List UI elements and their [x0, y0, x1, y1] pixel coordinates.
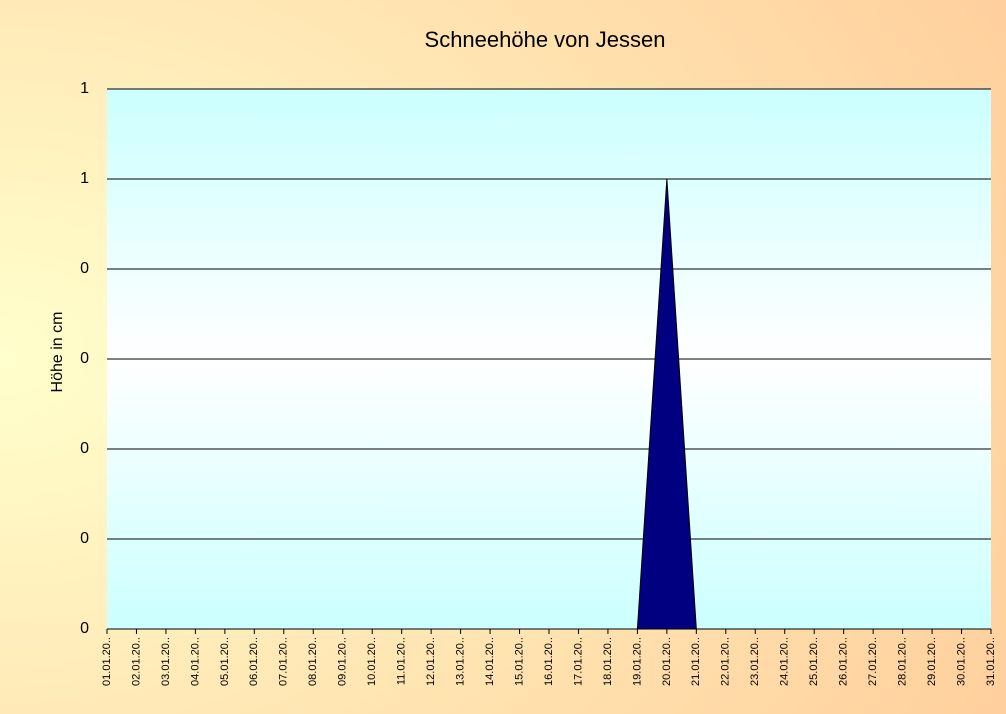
y-tick-label: 0	[80, 530, 89, 547]
x-tick-label: 14.01.20..	[484, 637, 496, 686]
x-tick-label: 25.01.20..	[808, 637, 820, 686]
y-tick-label: 0	[80, 260, 89, 277]
x-tick-label: 11.01.20..	[396, 637, 408, 685]
x-tick-label: 10.01.20..	[366, 637, 378, 686]
x-tick-label: 30.01.20..	[955, 637, 967, 686]
x-tick-label: 03.01.20..	[160, 637, 172, 686]
x-tick-label: 29.01.20..	[926, 637, 938, 686]
x-tick-label: 18.01.20..	[602, 637, 614, 686]
x-tick-label: 13.01.20..	[455, 637, 467, 686]
x-tick-label: 31.01.20..	[985, 637, 997, 686]
x-tick-label: 12.01.20..	[425, 637, 437, 686]
x-tick-label: 23.01.20..	[749, 637, 761, 686]
x-tick-label: 07.01.20..	[278, 637, 290, 686]
y-tick-label: 1	[80, 170, 89, 187]
x-tick-label: 05.01.20..	[219, 637, 231, 686]
x-tick-label: 26.01.20..	[838, 637, 850, 686]
x-tick-label: 08.01.20..	[307, 637, 319, 686]
chart-title: Schneehöhe von Jessen	[425, 27, 666, 52]
x-tick-label: 02.01.20..	[130, 637, 142, 686]
x-tick-label: 01.01.20..	[101, 637, 113, 686]
y-tick-label: 0	[80, 350, 89, 367]
x-tick-label: 17.01.20..	[572, 637, 584, 686]
x-tick-label: 27.01.20..	[867, 637, 879, 686]
x-tick-label: 09.01.20..	[337, 637, 349, 686]
x-tick-label: 21.01.20..	[690, 637, 702, 686]
y-tick-label: 0	[80, 620, 89, 637]
x-tick-label: 24.01.20..	[779, 637, 791, 686]
y-tick-label: 1	[80, 80, 89, 97]
y-tick-label: 0	[80, 440, 89, 457]
x-tick-label: 20.01.20..	[661, 637, 673, 686]
x-tick-label: 06.01.20..	[248, 637, 260, 686]
x-tick-label: 15.01.20..	[513, 637, 525, 686]
x-tick-label: 04.01.20..	[189, 637, 201, 686]
x-tick-label: 22.01.20..	[720, 637, 732, 686]
x-tick-label: 19.01.20..	[631, 637, 643, 686]
y-axis-title: Höhe in cm	[49, 312, 66, 393]
x-tick-label: 28.01.20..	[897, 637, 909, 686]
x-tick-label: 16.01.20..	[543, 637, 555, 686]
